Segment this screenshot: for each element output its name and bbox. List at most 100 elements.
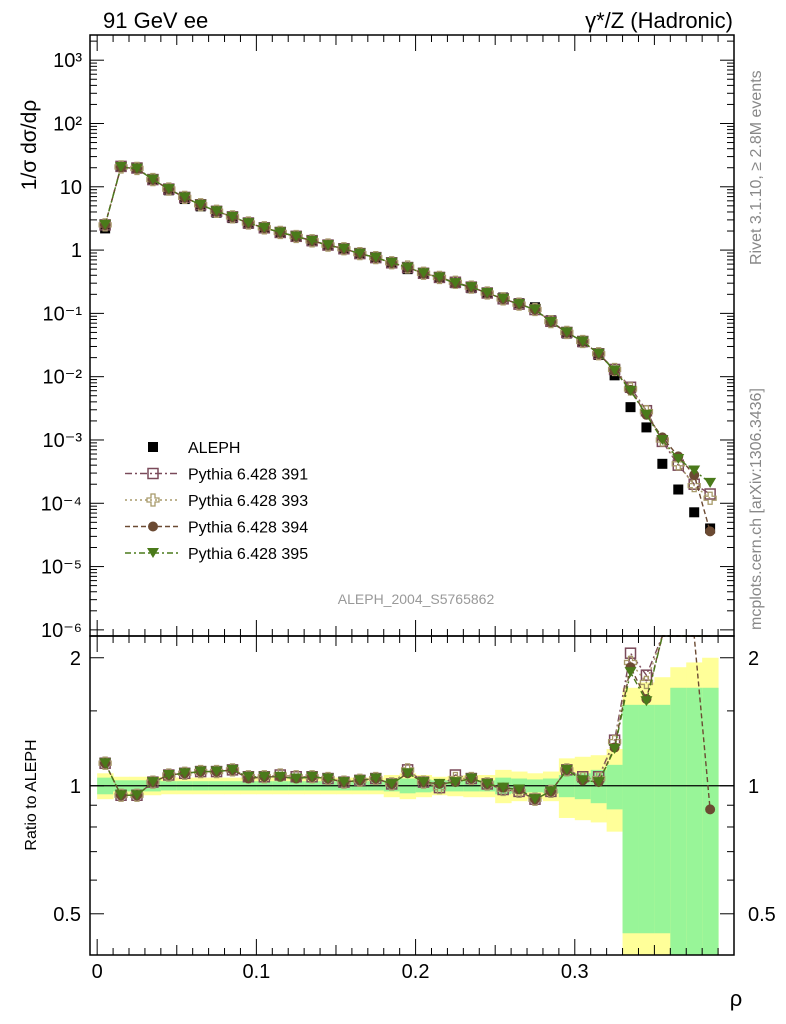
ratio-y-tick-label-right: 2 [748, 648, 759, 670]
ratio-y-tick-label-right: 1 [748, 776, 759, 798]
ratio-point [528, 794, 541, 805]
band-inner-bin [638, 704, 655, 934]
y-tick-label: 1 [71, 240, 82, 262]
y-tick-label: 10⁻⁶ [41, 620, 82, 642]
ratio-point [226, 764, 239, 775]
data-point [497, 293, 510, 304]
ratio-point [608, 744, 621, 755]
data-point [401, 262, 414, 273]
legend-label: Pythia 6.428 393 [188, 493, 308, 510]
ratio-point [417, 777, 430, 788]
data-point [258, 222, 271, 233]
y-tick-label: 10⁻³ [43, 430, 83, 452]
y-tick-label: 10 [60, 177, 82, 199]
data-point [544, 317, 557, 328]
rivet-label: Rivet 3.1.10, ≥ 2.8M events [748, 70, 765, 265]
ratio-series-line [104, 635, 711, 800]
ratio-point [640, 696, 653, 707]
ratio-plot-area [90, 635, 734, 815]
data-point [705, 526, 716, 537]
data-point [178, 192, 191, 203]
ratio-y-tick-label: 1 [70, 776, 81, 798]
x-tick-label: 0 [92, 961, 103, 983]
legend-label: Pythia 6.428 394 [188, 520, 308, 537]
data-point [608, 365, 621, 376]
ratio-point [99, 758, 112, 769]
legend-label: Pythia 6.428 391 [188, 467, 308, 484]
ratio-point [544, 786, 557, 797]
ratio-point [592, 777, 605, 788]
y-tick-label: 10⁻² [43, 367, 83, 389]
process-label: γ*/Z (Hadronic) [585, 8, 733, 33]
band-inner-bin [654, 704, 671, 934]
ratio-y-tick-label-right: 0.5 [748, 904, 776, 926]
ratio-point [162, 770, 175, 781]
legend-label: ALEPH [188, 440, 240, 457]
x-tick-label: 0.1 [242, 961, 270, 983]
legend-marker [148, 442, 158, 452]
energy-label: 91 GeV ee [103, 8, 208, 33]
ratio-point [497, 782, 510, 793]
ratio-point [178, 768, 191, 779]
data-point [673, 484, 684, 495]
data-point [687, 478, 701, 493]
ratio-point [624, 647, 637, 659]
ratio-point [481, 778, 494, 789]
ratio-point [274, 771, 287, 782]
data-point [226, 211, 239, 222]
data-point [640, 409, 653, 420]
data-point [353, 248, 366, 259]
band-inner-bin [622, 704, 639, 934]
ratio-point [465, 773, 478, 784]
data-point [99, 219, 112, 230]
data-point [194, 199, 207, 210]
data-point [703, 491, 717, 505]
data-point [449, 278, 462, 289]
band-inner-bin [670, 687, 687, 955]
legend-marker [148, 521, 158, 532]
ratio-frame [89, 635, 735, 956]
ratio-point [449, 777, 462, 788]
ratio-series-line [104, 635, 711, 800]
x-tick-label: 0.2 [402, 961, 430, 983]
data-point [337, 243, 350, 254]
ratio-y-tick-label: 0.5 [53, 904, 81, 926]
ratio-y-axis-title: Ratio to ALEPH [23, 739, 40, 850]
data-point [689, 507, 700, 518]
ratio-point [624, 667, 637, 678]
data-point [657, 458, 668, 469]
data-point [688, 465, 701, 476]
series-line [104, 166, 711, 484]
ratio-uncertainty-bands [97, 657, 719, 955]
legend: ALEPH Pythia 6.428 391 Pythia 6.428 393 Pyt… [125, 440, 308, 563]
data-point [146, 174, 159, 185]
data-point [513, 299, 526, 310]
data-point [369, 252, 382, 263]
x-tick-label: 0.3 [561, 961, 589, 983]
x-axis-title: ρ [730, 986, 743, 1011]
data-point [130, 163, 143, 174]
ratio-y-tick-label: 2 [70, 648, 81, 670]
data-point [115, 162, 128, 173]
data-point [672, 454, 685, 465]
ratio-point [258, 771, 271, 782]
ratio-point [705, 804, 716, 815]
data-point [576, 336, 589, 347]
ratio-point [353, 775, 366, 786]
legend-label: Pythia 6.428 395 [188, 546, 308, 563]
y-tick-label: 10² [53, 113, 82, 135]
ratio-point [337, 777, 350, 788]
data-point [592, 348, 605, 359]
ratio-point [369, 773, 382, 784]
ratio-point [146, 777, 159, 788]
y-tick-label: 10⁻⁵ [41, 557, 82, 579]
data-point [290, 231, 303, 242]
y-tick-label: 10³ [53, 50, 82, 72]
data-point [306, 235, 319, 246]
data-point [704, 477, 717, 488]
legend-marker [147, 467, 159, 480]
data-point [322, 240, 335, 251]
ratio-point [290, 773, 303, 784]
